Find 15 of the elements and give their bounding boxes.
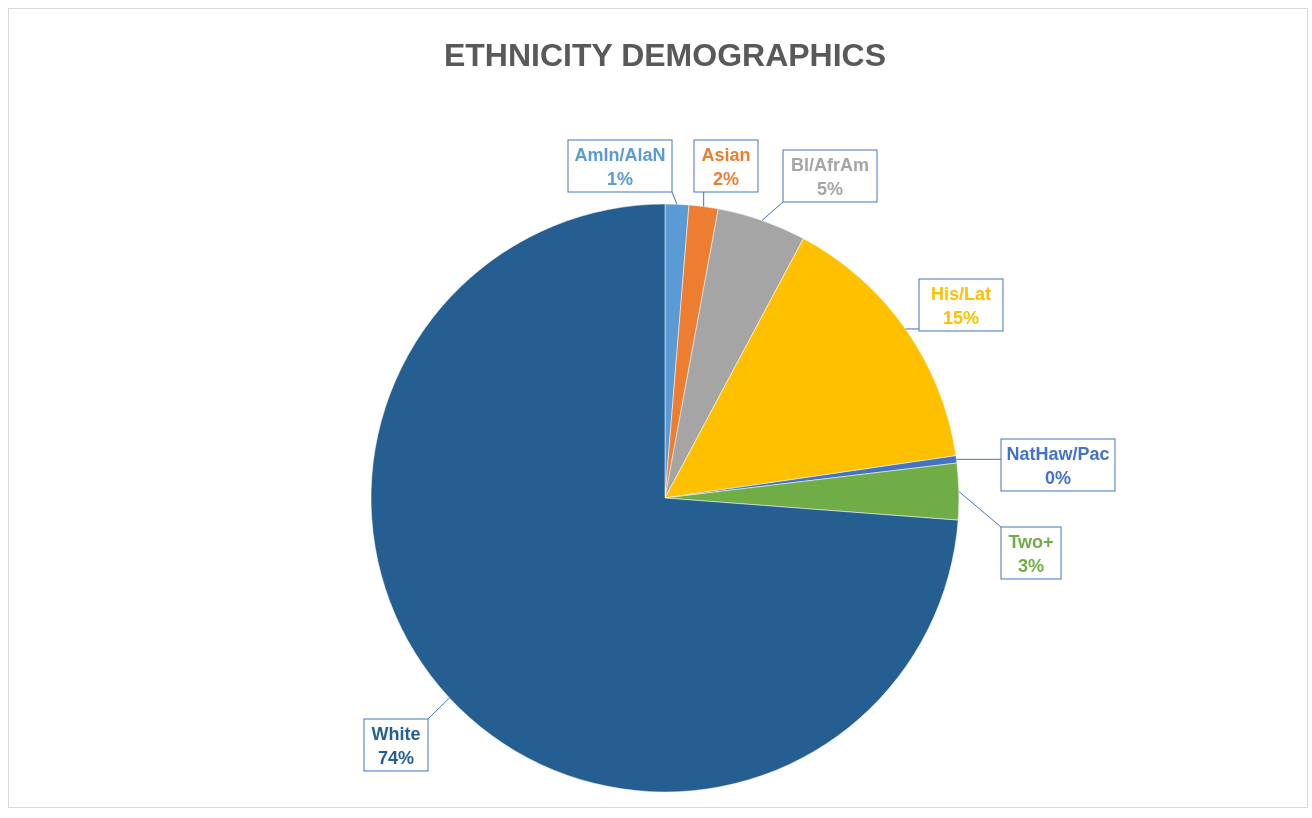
data-label: 74% (377, 748, 415, 768)
data-label: 15% (942, 308, 980, 328)
data-label: 1% (606, 169, 634, 189)
data-label: 2% (712, 169, 740, 189)
slice-label: Two+ (1008, 532, 1054, 552)
chart-title: ETHNICITY DEMOGRAPHICS (443, 37, 887, 73)
slice-label: Bl/AfrAm (790, 155, 870, 175)
data-label: 3% (1017, 556, 1045, 576)
slice-label: AmIn/AlaN (574, 145, 666, 165)
slice-label: Asian (701, 145, 751, 165)
slice-label: White (371, 724, 421, 744)
data-label: 0% (1044, 468, 1072, 488)
slice-label: His/Lat (930, 284, 992, 304)
data-label: 5% (816, 179, 844, 199)
slice-label: NatHaw/Pac (1006, 444, 1110, 464)
